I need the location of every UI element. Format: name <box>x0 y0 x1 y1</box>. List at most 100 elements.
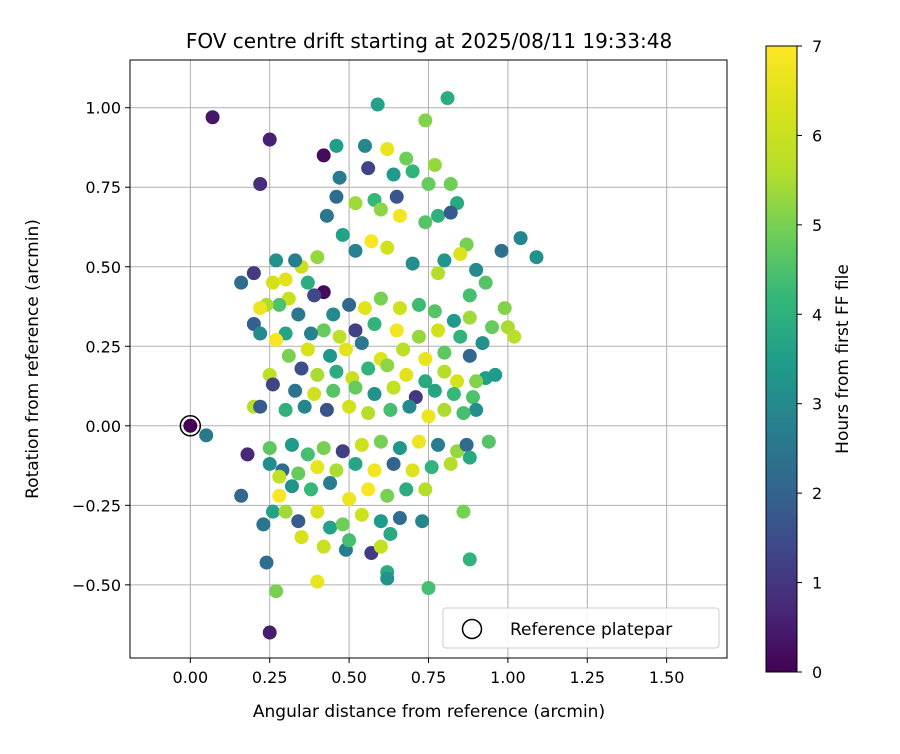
data-point <box>437 364 452 379</box>
data-point <box>389 189 404 204</box>
data-point <box>291 307 306 322</box>
data-point <box>294 361 309 376</box>
legend-box <box>442 607 720 649</box>
data-point <box>373 291 388 306</box>
data-point <box>424 460 439 475</box>
y-tick-label: 0.75 <box>85 178 121 197</box>
y-tick-label: 0.00 <box>85 417 121 436</box>
data-point <box>354 336 369 351</box>
data-point <box>348 456 363 471</box>
data-point <box>437 402 452 417</box>
data-point <box>265 275 280 290</box>
data-point <box>380 142 395 157</box>
data-point <box>300 342 315 357</box>
data-point <box>304 326 319 341</box>
data-point <box>380 240 395 255</box>
data-point <box>310 367 325 382</box>
data-point <box>411 434 426 449</box>
colorbar-ticks: 0 1 2 3 4 5 6 7 <box>797 37 822 682</box>
colorbar-tick-label: 2 <box>812 484 822 503</box>
data-point <box>323 476 338 491</box>
data-point <box>310 574 325 589</box>
data-point <box>262 132 277 147</box>
data-point <box>284 479 299 494</box>
legend: Reference platepar <box>442 607 720 649</box>
data-point <box>205 110 220 125</box>
data-point <box>335 227 350 242</box>
x-tick-label: 0.25 <box>252 668 288 687</box>
data-point <box>392 441 407 456</box>
data-point <box>380 488 395 503</box>
data-point <box>272 297 287 312</box>
data-point <box>427 383 442 398</box>
data-point <box>443 177 458 192</box>
data-point <box>335 444 350 459</box>
data-point <box>234 488 249 503</box>
legend-marker-icon <box>461 618 483 640</box>
data-point <box>453 247 468 262</box>
x-tick-label: 1.25 <box>569 668 605 687</box>
data-point <box>269 584 284 599</box>
legend-entry-label: Reference platepar <box>510 620 672 640</box>
data-point <box>269 253 284 268</box>
data-point <box>354 437 369 452</box>
data-point <box>529 250 544 265</box>
data-point <box>478 275 493 290</box>
data-point <box>348 323 363 338</box>
data-point <box>265 504 280 519</box>
data-point <box>294 530 309 545</box>
data-point <box>450 374 465 389</box>
data-point <box>370 97 385 112</box>
data-point <box>316 539 331 554</box>
data-point <box>443 456 458 471</box>
data-point <box>319 402 334 417</box>
data-point <box>431 208 446 223</box>
data-point <box>462 552 477 567</box>
colorbar-gradient <box>765 45 798 673</box>
data-point <box>367 463 382 478</box>
x-axis-ticks: 0.00 0.25 0.50 0.75 1.00 1.25 1.50 <box>173 658 684 687</box>
data-point <box>262 456 277 471</box>
data-point <box>361 361 376 376</box>
data-point <box>427 157 442 172</box>
data-point <box>332 329 347 344</box>
data-point <box>342 297 357 312</box>
data-point <box>373 202 388 217</box>
data-point <box>418 352 433 366</box>
data-point <box>418 215 433 230</box>
data-point <box>297 399 312 414</box>
data-point <box>465 390 480 405</box>
data-point <box>431 323 446 338</box>
data-point <box>383 526 398 541</box>
data-point <box>431 266 446 281</box>
colorbar-tick-label: 1 <box>812 574 822 593</box>
data-point <box>386 456 401 471</box>
x-tick-label: 1.00 <box>490 668 526 687</box>
data-point <box>373 434 388 449</box>
data-point <box>497 301 512 316</box>
data-point <box>316 441 331 456</box>
data-point <box>307 386 322 401</box>
data-point <box>310 250 325 265</box>
data-point <box>316 323 331 338</box>
data-point <box>361 482 376 497</box>
data-point <box>485 320 500 335</box>
colorbar-tick-label: 4 <box>812 305 822 324</box>
data-point <box>446 386 461 401</box>
y-tick-label: 0.50 <box>85 258 121 277</box>
data-point <box>411 329 426 344</box>
data-point <box>481 434 496 449</box>
data-point <box>199 428 214 443</box>
data-point <box>253 399 268 414</box>
colorbar-tick-label: 6 <box>812 126 822 145</box>
data-point <box>262 625 277 640</box>
data-point <box>405 164 420 179</box>
data-point <box>383 402 398 417</box>
data-point <box>265 377 280 392</box>
data-point <box>307 288 322 303</box>
data-point <box>380 571 395 586</box>
x-tick-label: 0.00 <box>173 668 209 687</box>
data-point <box>469 262 484 277</box>
data-point <box>462 348 477 363</box>
data-point <box>364 234 379 249</box>
